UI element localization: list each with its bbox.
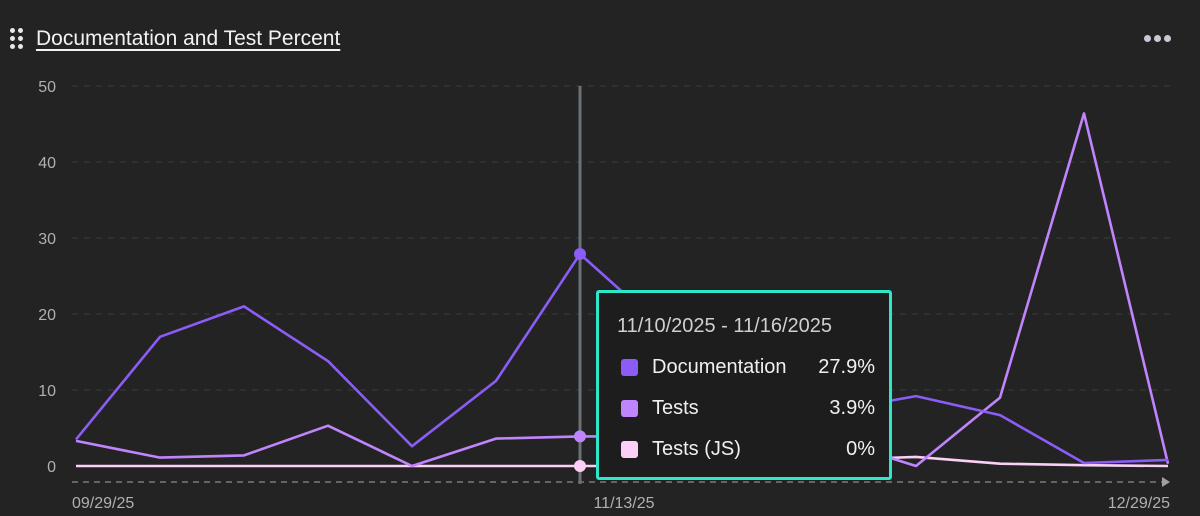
x-axis-arrow xyxy=(1162,477,1170,487)
tooltip-series-name: Documentation xyxy=(652,356,787,378)
hover-point xyxy=(574,430,586,443)
hover-point xyxy=(574,460,586,472)
tooltip-row-tests-js: Tests (JS) 0% xyxy=(617,438,875,464)
panel-header: Documentation and Test Percent xyxy=(0,0,1200,70)
x-tick-label: 12/29/25 xyxy=(1108,495,1170,512)
tooltip-row-tests: Tests 3.9% xyxy=(617,397,875,423)
tooltip-series-value: 3.9% xyxy=(829,397,875,419)
tooltip-title: 11/10/2025 - 11/16/2025 xyxy=(617,315,832,337)
hover-point xyxy=(574,247,586,260)
grip-dots-icon[interactable] xyxy=(10,28,24,50)
y-tick-label: 40 xyxy=(38,155,56,172)
x-tick-label: 11/13/25 xyxy=(593,495,654,512)
tooltip-series-name: Tests xyxy=(652,397,699,419)
y-tick-label: 20 xyxy=(38,307,56,324)
chart-title-link[interactable]: Documentation and Test Percent xyxy=(36,27,341,50)
series-swatch xyxy=(621,359,638,376)
y-tick-label: 0 xyxy=(47,459,56,476)
more-horizontal-icon[interactable] xyxy=(1140,30,1174,48)
tooltip-row-documentation: Documentation 27.9% xyxy=(617,356,875,382)
y-tick-label: 10 xyxy=(38,383,56,400)
chart-tooltip: 11/10/2025 - 11/16/2025 Documentation 27… xyxy=(596,290,892,480)
series-swatch xyxy=(621,441,638,458)
tooltip-series-value: 0% xyxy=(846,438,875,460)
x-tick-label: 09/29/25 xyxy=(72,495,134,512)
series-swatch xyxy=(621,400,638,417)
tooltip-series-value: 27.9% xyxy=(818,356,875,378)
y-tick-label: 30 xyxy=(38,231,56,248)
tooltip-series-name: Tests (JS) xyxy=(652,438,741,460)
y-tick-label: 50 xyxy=(38,79,56,96)
